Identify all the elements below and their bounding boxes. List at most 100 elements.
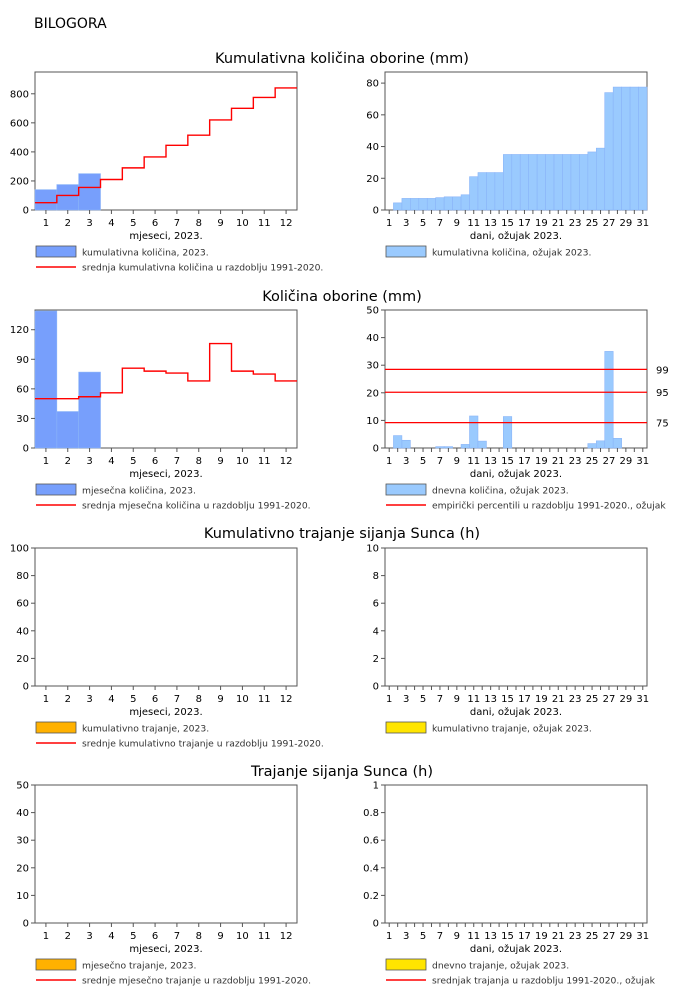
y-tick-label: 0.8 bbox=[363, 808, 379, 819]
data-bar bbox=[460, 444, 470, 449]
x-tick-label: 12 bbox=[280, 931, 293, 942]
plot-area bbox=[384, 547, 648, 687]
x-tick-label: 7 bbox=[174, 694, 180, 705]
x-tick-label: 2 bbox=[65, 456, 71, 467]
data-bar bbox=[562, 154, 572, 211]
plot-area bbox=[34, 784, 298, 924]
legend-label: kumulativno trajanje, ožujak 2023. bbox=[432, 724, 592, 735]
x-tick-label: 4 bbox=[108, 218, 114, 229]
x-tick-label: 21 bbox=[552, 694, 565, 705]
x-tick-label: 9 bbox=[217, 456, 223, 467]
x-tick-label: 31 bbox=[636, 218, 649, 229]
legend-label: srednje kumulativno trajanje u razdoblju… bbox=[82, 739, 324, 750]
x-tick-label: 9 bbox=[217, 931, 223, 942]
station-title: BILOGORA bbox=[34, 16, 107, 32]
y-tick-label: 8 bbox=[373, 571, 379, 582]
x-tick-label: 1 bbox=[43, 456, 49, 467]
x-tick-label: 10 bbox=[236, 456, 249, 467]
x-tick-label: 17 bbox=[518, 931, 531, 942]
section-title: Kumulativno trajanje sijanja Sunca (h) bbox=[204, 526, 480, 542]
y-tick-label: 600 bbox=[10, 118, 29, 129]
x-tick-label: 7 bbox=[437, 931, 443, 942]
climate-step-line bbox=[35, 342, 297, 400]
x-axis-label: dani, ožujak 2023. bbox=[470, 230, 562, 242]
legend-swatch-bar bbox=[385, 958, 427, 971]
legend-swatch-bar bbox=[35, 483, 77, 496]
legend-label: kumulativna količina, 2023. bbox=[82, 248, 209, 259]
x-tick-label: 31 bbox=[636, 931, 649, 942]
x-tick-label: 27 bbox=[603, 456, 616, 467]
data-bar bbox=[486, 172, 496, 211]
x-tick-label: 3 bbox=[86, 218, 92, 229]
y-tick-label: 30 bbox=[366, 361, 379, 372]
x-tick-label: 8 bbox=[196, 456, 202, 467]
x-tick-label: 3 bbox=[86, 694, 92, 705]
data-bar bbox=[536, 154, 546, 211]
x-tick-label: 25 bbox=[586, 694, 599, 705]
data-bar bbox=[460, 194, 470, 211]
data-bar bbox=[443, 446, 453, 449]
y-tick-label: 80 bbox=[366, 79, 379, 90]
data-bar bbox=[452, 196, 462, 211]
x-tick-label: 7 bbox=[437, 456, 443, 467]
y-tick-label: 90 bbox=[16, 355, 29, 366]
data-bar bbox=[435, 197, 445, 211]
data-bar bbox=[519, 154, 529, 211]
y-tick-label: 50 bbox=[366, 306, 379, 317]
y-tick-label: 20 bbox=[366, 388, 379, 399]
x-tick-label: 27 bbox=[603, 931, 616, 942]
legend-swatch-bar bbox=[35, 245, 77, 258]
x-tick-label: 2 bbox=[65, 931, 71, 942]
data-bar bbox=[78, 371, 101, 449]
legend-swatch-bar bbox=[35, 721, 77, 734]
data-bar bbox=[604, 351, 614, 449]
section-title: Trajanje sijanja Sunca (h) bbox=[250, 764, 433, 780]
y-tick-label: 10 bbox=[366, 416, 379, 427]
x-tick-label: 29 bbox=[620, 218, 633, 229]
x-tick-label: 11 bbox=[467, 931, 480, 942]
y-tick-label: 100 bbox=[10, 544, 29, 555]
y-tick-label: 10 bbox=[16, 891, 29, 902]
x-axis-label: mjeseci, 2023. bbox=[129, 944, 202, 955]
data-bar bbox=[418, 198, 428, 211]
data-bar bbox=[34, 189, 58, 211]
x-tick-label: 11 bbox=[467, 694, 480, 705]
x-tick-label: 29 bbox=[620, 694, 633, 705]
y-tick-label: 0.2 bbox=[363, 891, 379, 902]
x-tick-label: 9 bbox=[217, 218, 223, 229]
legend-label: dnevno trajanje, ožujak 2023. bbox=[432, 961, 569, 972]
x-tick-label: 7 bbox=[174, 218, 180, 229]
x-tick-label: 21 bbox=[552, 931, 565, 942]
data-bar bbox=[494, 172, 504, 211]
x-axis-label: dani, ožujak 2023. bbox=[470, 468, 562, 480]
x-tick-label: 6 bbox=[152, 456, 158, 467]
data-bar bbox=[56, 184, 79, 211]
data-bar bbox=[595, 440, 606, 449]
data-bar bbox=[469, 415, 479, 449]
x-tick-label: 12 bbox=[280, 694, 293, 705]
data-bar bbox=[477, 172, 487, 211]
x-tick-label: 25 bbox=[586, 456, 599, 467]
x-tick-label: 7 bbox=[174, 931, 180, 942]
x-tick-label: 25 bbox=[586, 218, 599, 229]
x-tick-label: 3 bbox=[403, 931, 409, 942]
y-tick-label: 400 bbox=[10, 147, 29, 158]
y-tick-label: 20 bbox=[366, 174, 379, 185]
y-tick-label: 40 bbox=[16, 626, 29, 637]
data-bar bbox=[553, 154, 563, 211]
y-tick-label: 0 bbox=[23, 444, 29, 455]
plot-area bbox=[384, 784, 648, 924]
x-tick-label: 11 bbox=[258, 456, 271, 467]
legend-label: kumulativno trajanje, 2023. bbox=[82, 724, 209, 735]
x-tick-label: 2 bbox=[65, 218, 71, 229]
x-tick-label: 11 bbox=[467, 218, 480, 229]
data-bar bbox=[34, 310, 58, 449]
percentile-label: 95 bbox=[656, 388, 669, 399]
x-tick-label: 19 bbox=[535, 931, 548, 942]
x-tick-label: 13 bbox=[484, 218, 497, 229]
x-tick-label: 10 bbox=[236, 218, 249, 229]
y-tick-label: 200 bbox=[10, 176, 29, 187]
section-title: Količina oborine (mm) bbox=[262, 289, 422, 305]
data-bar bbox=[621, 86, 631, 211]
